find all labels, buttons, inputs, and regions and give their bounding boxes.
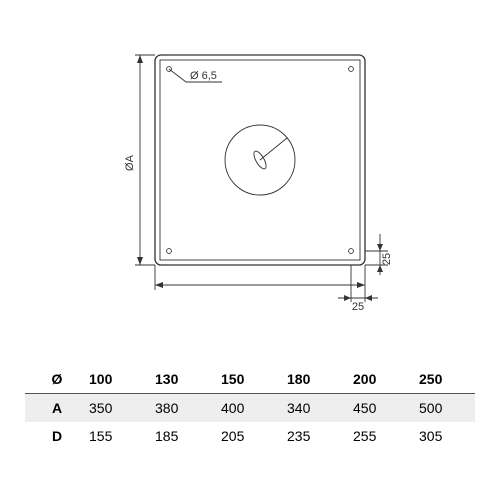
table-row: A 350 380 400 340 450 500	[25, 394, 475, 423]
row-label: A	[25, 394, 79, 423]
dimensions-table: Ø 100 130 150 180 200 250 A 350 380 400 …	[25, 365, 475, 450]
cell: 305	[409, 422, 475, 450]
col-header: 130	[145, 365, 211, 394]
col-header: 250	[409, 365, 475, 394]
col-header: 100	[79, 365, 145, 394]
hole-top-right	[349, 67, 354, 72]
cell: 350	[79, 394, 145, 423]
center-mark	[260, 138, 287, 160]
hole-diameter-callout: Ø 6,5	[169, 69, 222, 82]
cell: 340	[277, 394, 343, 423]
cell: 255	[343, 422, 409, 450]
hole-bottom-left	[167, 249, 172, 254]
dimensions-table-container: Ø 100 130 150 180 200 250 A 350 380 400 …	[25, 365, 475, 450]
cell: 185	[145, 422, 211, 450]
dim-h25-label: 25	[352, 301, 364, 313]
cell: 380	[145, 394, 211, 423]
hole-diameter-label: Ø 6,5	[190, 70, 217, 82]
cell: 155	[79, 422, 145, 450]
cell: 450	[343, 394, 409, 423]
table-row: D 155 185 205 235 255 305	[25, 422, 475, 450]
col-header: 180	[277, 365, 343, 394]
cell: 500	[409, 394, 475, 423]
dim-bottom-width	[155, 265, 365, 290]
cell: 205	[211, 422, 277, 450]
cell: 400	[211, 394, 277, 423]
technical-drawing: Ø 6,5 ØA 25	[0, 0, 500, 340]
dim-left-height: ØA	[124, 55, 155, 265]
row-label: D	[25, 422, 79, 450]
dim-v25-label: 25	[381, 253, 393, 265]
header-diameter-symbol: Ø	[25, 365, 79, 394]
cell: 235	[277, 422, 343, 450]
col-header: 150	[211, 365, 277, 394]
col-header: 200	[343, 365, 409, 394]
dim-left-label: ØA	[124, 154, 136, 171]
hole-bottom-right	[349, 249, 354, 254]
page: Ø 6,5 ØA 25	[0, 0, 500, 500]
table-header-row: Ø 100 130 150 180 200 250	[25, 365, 475, 394]
